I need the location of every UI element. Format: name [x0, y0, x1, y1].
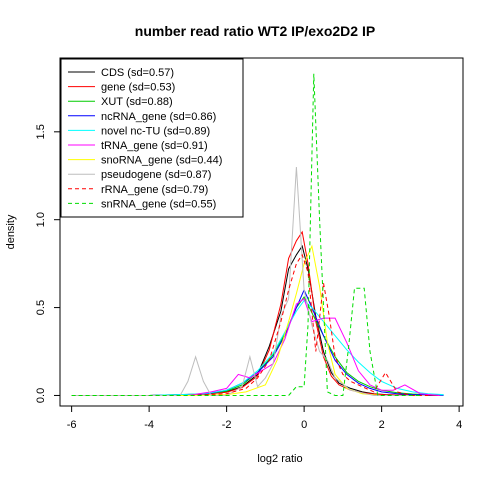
y-tick-label: 1.0: [35, 212, 47, 227]
legend-label: snRNA_gene (sd=0.55): [101, 198, 216, 210]
legend-label: rRNA_gene (sd=0.79): [101, 184, 208, 196]
chart-title: number read ratio WT2 IP/exo2D2 IP: [135, 23, 375, 39]
x-tick-label: -6: [67, 419, 77, 431]
series-line-7: [71, 166, 429, 396]
y-axis-label: density: [5, 214, 17, 249]
legend-label: gene (sd=0.53): [101, 82, 175, 94]
x-tick-label: 4: [456, 419, 462, 431]
legend-label: XUT (sd=0.88): [101, 96, 173, 108]
series-line-2: [71, 296, 444, 396]
legend-label: tRNA_gene (sd=0.91): [101, 140, 208, 152]
legend-label: novel nc-TU (sd=0.89): [101, 125, 210, 137]
legend-box: [60, 58, 244, 218]
x-tick-label: 2: [379, 419, 385, 431]
series-line-1: [71, 230, 440, 396]
series-line-3: [71, 288, 444, 396]
y-tick-label: 0.5: [35, 300, 47, 315]
series-line-5: [71, 298, 440, 396]
legend-label: snoRNA_gene (sd=0.44): [101, 155, 222, 167]
x-axis-label: log2 ratio: [257, 453, 302, 465]
series-line-8: [71, 253, 429, 396]
legend: CDS (sd=0.57) gene (sd=0.53) XUT (sd=0.88)…: [60, 58, 244, 218]
series-line-0: [71, 244, 440, 396]
x-tick-label: 0: [301, 419, 307, 431]
plot-lines: [71, 73, 444, 396]
y-axis: 0.0 0.5 1.0 1.5: [35, 124, 61, 403]
x-tick-label: -2: [222, 419, 232, 431]
y-tick-label: 1.5: [35, 124, 47, 139]
legend-label: pseudogene (sd=0.87): [101, 169, 211, 181]
x-tick-label: -4: [144, 419, 154, 431]
y-tick-label: 0.0: [35, 388, 47, 403]
series-line-9: [71, 73, 421, 396]
legend-label: ncRNA_gene (sd=0.86): [101, 111, 216, 123]
x-axis: -6 -4 -2 0 2 4: [67, 405, 462, 431]
series-line-4: [71, 299, 444, 396]
legend-label: CDS (sd=0.57): [101, 67, 174, 79]
